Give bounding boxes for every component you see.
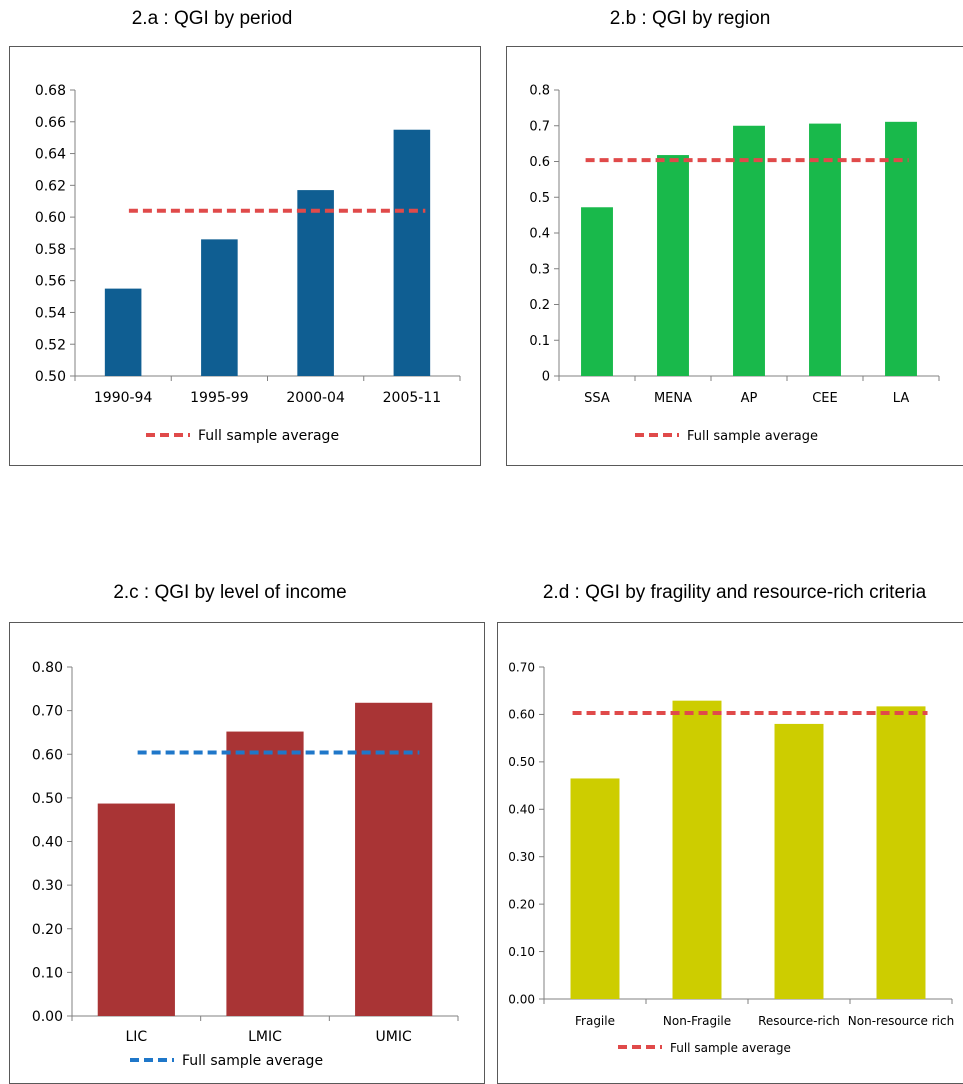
bar-2005-11 xyxy=(393,129,431,376)
y-tick-label: 0.30 xyxy=(508,850,535,864)
bar-2000-04 xyxy=(297,190,334,376)
y-tick-label: 0.20 xyxy=(508,897,535,911)
panel-a-title: 2.a : QGI by period xyxy=(131,8,293,29)
x-category-label: 2005-11 xyxy=(383,390,442,406)
y-tick-label: 0.30 xyxy=(32,878,63,894)
chart-c-svg: 0.00 0.10 0.20 0.30 0.40 0.50 0.60 0.70 0.80 LIC L… xyxy=(32,660,459,1069)
x-category-label: Non-Fragile xyxy=(663,1014,731,1028)
y-tick-label: 0.50 xyxy=(35,369,66,385)
y-tick-label: 0.70 xyxy=(508,660,535,674)
x-category-label: UMIC xyxy=(376,1029,412,1045)
legend-label: Full sample average xyxy=(670,1041,791,1055)
y-tick-label: 0.7 xyxy=(529,119,550,134)
legend-label: Full sample average xyxy=(182,1053,323,1069)
y-tick-label: 0.5 xyxy=(529,191,550,206)
x-category-label: 1990-94 xyxy=(94,390,153,406)
y-tick-label: 0.60 xyxy=(35,210,66,226)
bar-1995-99 xyxy=(201,239,238,376)
y-tick-label: 0.10 xyxy=(32,965,63,981)
y-tick-label: 0.40 xyxy=(32,835,63,851)
y-tick-label: 0.40 xyxy=(508,803,535,817)
x-category-label: AP xyxy=(741,391,758,406)
bar-mena xyxy=(657,155,689,376)
bar-non-fragile xyxy=(672,700,722,999)
bar-la xyxy=(885,121,917,376)
y-tick-label: 0.4 xyxy=(529,227,550,242)
panel-c-title: 2.c : QGI by level of income xyxy=(113,582,347,603)
chart-c: 0.00 0.10 0.20 0.30 0.40 0.50 0.60 0.70 0.80 LIC L… xyxy=(9,622,485,1084)
x-category-label: LIC xyxy=(125,1029,147,1045)
y-tick-label: 0.00 xyxy=(508,992,535,1006)
bar-ap xyxy=(733,125,765,376)
chart-a: 0.50 0.52 0.54 0.56 0.58 0.60 0.62 0.64 0.66 0.68… xyxy=(9,46,481,466)
y-tick-label: 0.60 xyxy=(508,708,535,722)
bar-lic xyxy=(97,803,175,1016)
y-tick-label: 0.80 xyxy=(32,660,63,676)
y-tick-label: 0.1 xyxy=(529,334,550,349)
bar-umic xyxy=(355,702,433,1016)
x-category-label: 1995-99 xyxy=(190,390,249,406)
bar-ssa xyxy=(581,207,613,376)
y-tick-label: 0.66 xyxy=(35,115,66,131)
legend-label: Full sample average xyxy=(687,429,818,444)
y-tick-label: 0.2 xyxy=(529,298,550,313)
x-category-label: Resource-rich xyxy=(758,1014,840,1028)
y-tick-label: 0.3 xyxy=(529,262,550,277)
y-tick-label: 0.54 xyxy=(35,305,66,321)
chart-d: 0.00 0.10 0.20 0.30 0.40 0.50 0.60 0.70 Fragile N… xyxy=(497,622,963,1084)
x-category-label: 2000-04 xyxy=(286,390,345,406)
chart-b-svg: 0 0.1 0.2 0.3 0.4 0.5 0.6 0.7 0.8 SSA MENA AP CEE LA F… xyxy=(529,84,940,444)
bar-resource-rich xyxy=(774,723,824,999)
bar-lmic xyxy=(226,731,304,1016)
panel-d-title: 2.d : QGI by fragility and resource-rich… xyxy=(542,582,927,603)
panel-b-title: 2.b : QGI by region xyxy=(609,8,771,29)
x-category-label: SSA xyxy=(584,391,610,406)
chart-b: 0 0.1 0.2 0.3 0.4 0.5 0.6 0.7 0.8 SSA MENA AP CEE LA F… xyxy=(506,46,963,466)
y-tick-label: 0.56 xyxy=(35,274,66,290)
y-tick-label: 0.50 xyxy=(32,791,63,807)
chart-d-svg: 0.00 0.10 0.20 0.30 0.40 0.50 0.60 0.70 Fragile N… xyxy=(508,660,954,1055)
x-category-label: LMIC xyxy=(248,1029,282,1045)
x-category-label: Non-resource rich xyxy=(848,1014,954,1028)
bar-non-resource-rich xyxy=(876,706,926,999)
y-tick-label: 0.64 xyxy=(35,147,66,163)
y-tick-label: 0.10 xyxy=(508,945,535,959)
y-tick-label: 0 xyxy=(542,370,550,385)
y-tick-label: 0.20 xyxy=(32,922,63,938)
x-category-label: MENA xyxy=(654,391,692,406)
bar-fragile xyxy=(570,778,620,999)
y-tick-label: 0.00 xyxy=(32,1009,63,1025)
y-tick-label: 0.70 xyxy=(32,704,63,720)
y-tick-label: 0.62 xyxy=(35,178,66,194)
legend-label: Full sample average xyxy=(198,428,339,444)
y-tick-label: 0.50 xyxy=(508,755,535,769)
bar-cee xyxy=(809,123,841,376)
y-tick-label: 0.52 xyxy=(35,337,66,353)
x-category-label: Fragile xyxy=(575,1014,615,1028)
x-category-label: CEE xyxy=(812,391,838,406)
chart-a-svg: 0.50 0.52 0.54 0.56 0.58 0.60 0.62 0.64 0.66 0.68… xyxy=(35,83,461,444)
y-tick-label: 0.6 xyxy=(529,155,550,170)
y-tick-label: 0.60 xyxy=(32,747,63,763)
x-category-label: LA xyxy=(893,391,910,406)
y-tick-label: 0.8 xyxy=(529,84,550,99)
bar-1990-94 xyxy=(104,288,142,376)
y-tick-label: 0.68 xyxy=(35,83,66,99)
y-tick-label: 0.58 xyxy=(35,242,66,258)
